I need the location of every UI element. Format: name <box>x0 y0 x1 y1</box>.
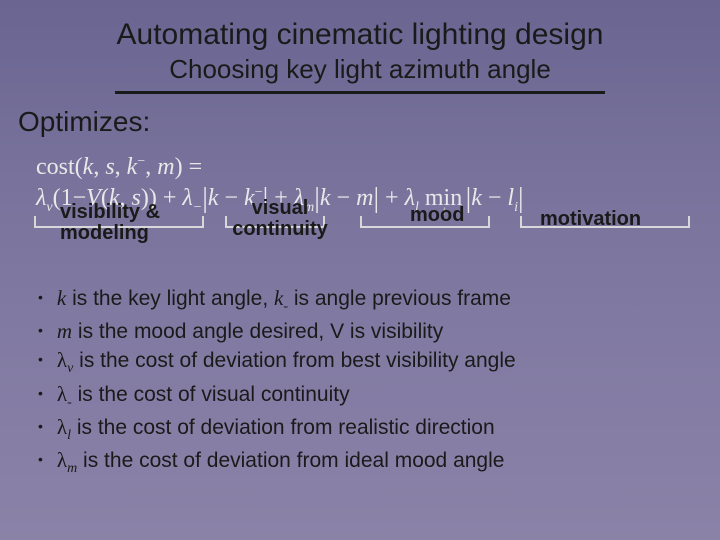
legend-continuity: visual continuity <box>225 198 335 240</box>
legend-mood: mood <box>410 204 464 227</box>
title-divider <box>115 91 605 94</box>
legend-motivation: motivation <box>540 208 641 231</box>
bullet-item: m is the mood angle desired, V is visibi… <box>38 317 720 346</box>
optimizes-label: Optimizes: <box>18 106 720 138</box>
bullet-item: λv is the cost of deviation from best vi… <box>38 346 720 379</box>
bullet-item: λl is the cost of deviation from realist… <box>38 413 720 446</box>
bullet-item: λm is the cost of deviation from ideal m… <box>38 446 720 479</box>
formula-area: cost(k, s, k−, m) = λv(1−V(k, s)) + λ−|k… <box>0 146 720 276</box>
slide-title: Automating cinematic lighting design <box>0 18 720 52</box>
bullet-item: λ- is the cost of visual continuity <box>38 380 720 413</box>
slide-subtitle: Choosing key light azimuth angle <box>0 54 720 85</box>
bullet-item: k is the key light angle, k- is angle pr… <box>38 284 720 317</box>
bullet-list: k is the key light angle, k- is angle pr… <box>38 284 720 479</box>
legend-visibility: visibility & modeling <box>60 202 190 244</box>
title-block: Automating cinematic lighting design Cho… <box>0 0 720 94</box>
